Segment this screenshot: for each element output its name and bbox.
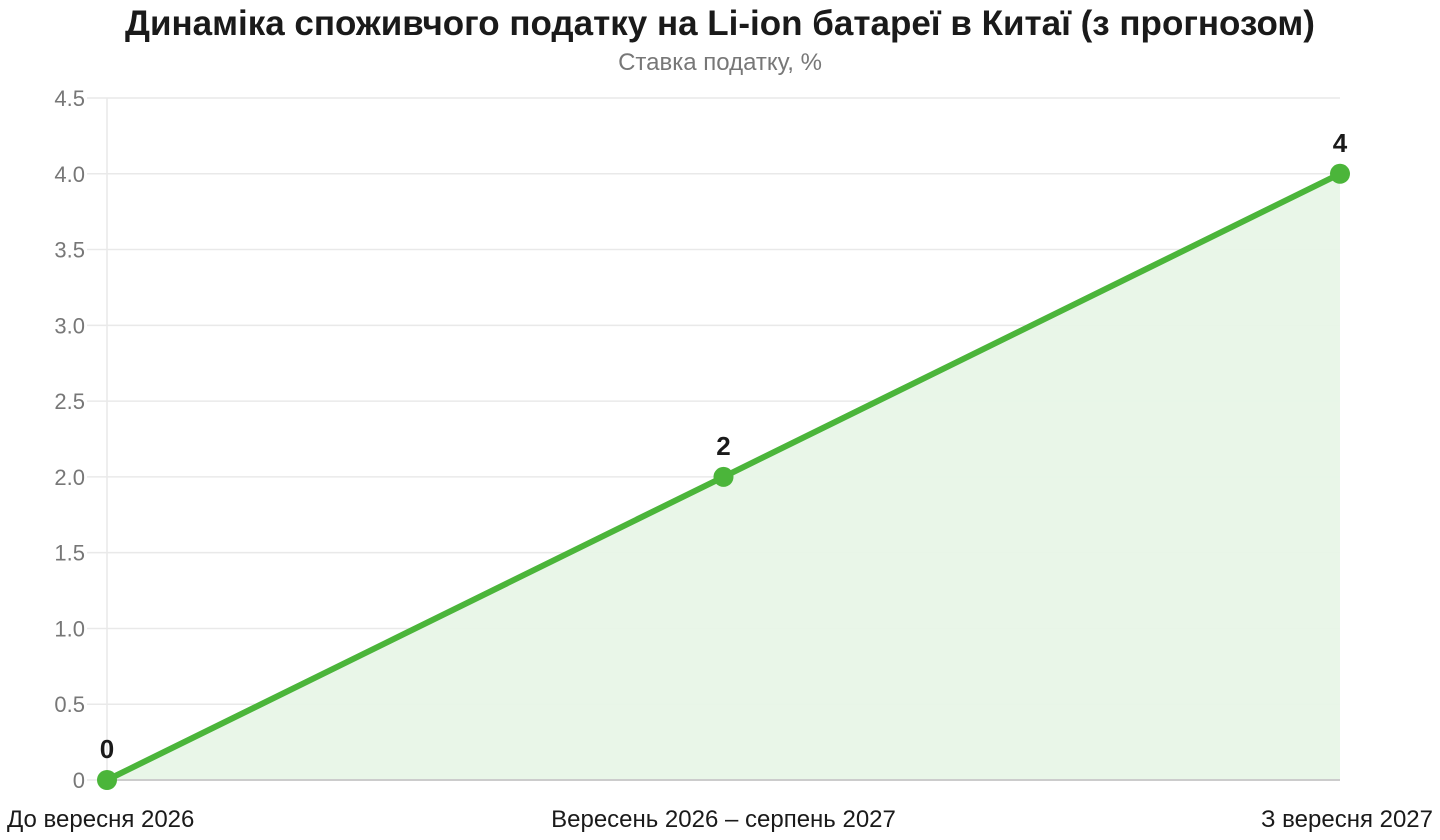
data-label: 4: [1333, 128, 1348, 158]
y-tick-label: 3.0: [54, 313, 85, 338]
x-axis-ticks: До вересня 2026 Вересень 2026 – серпень 2…: [7, 806, 1433, 833]
chart-title: Динаміка споживчого податку на Li-ion ба…: [125, 4, 1315, 43]
data-point: [97, 770, 117, 790]
data-labels: 0 2 4: [100, 128, 1348, 764]
y-tick-label: 4.0: [54, 162, 85, 187]
y-tick-label: 2.0: [54, 465, 85, 490]
y-tick-label: 1.0: [54, 616, 85, 641]
y-tick-label: 4.5: [54, 86, 85, 111]
y-tick-label: 1.5: [54, 541, 85, 566]
data-label: 2: [716, 431, 730, 461]
data-points: [97, 163, 1350, 790]
y-tick-label: 0.5: [54, 692, 85, 717]
data-point: [713, 466, 734, 487]
y-tick-label: 3.5: [54, 238, 85, 263]
y-tick-label: 0: [73, 768, 85, 793]
x-tick-label: До вересня 2026: [7, 806, 194, 833]
x-tick-label: Вересень 2026 – серпень 2027: [551, 806, 896, 833]
y-tick-label: 2.5: [54, 389, 85, 414]
y-axis-ticks: 0 0.5 1.0 1.5 2.0 2.5 3.0 3.5 4.0 4.5: [54, 86, 107, 793]
data-point: [1330, 163, 1350, 184]
data-label: 0: [100, 734, 114, 764]
chart-subtitle: Ставка податку, %: [618, 49, 822, 76]
x-tick-label: З вересня 2027: [1261, 806, 1433, 833]
